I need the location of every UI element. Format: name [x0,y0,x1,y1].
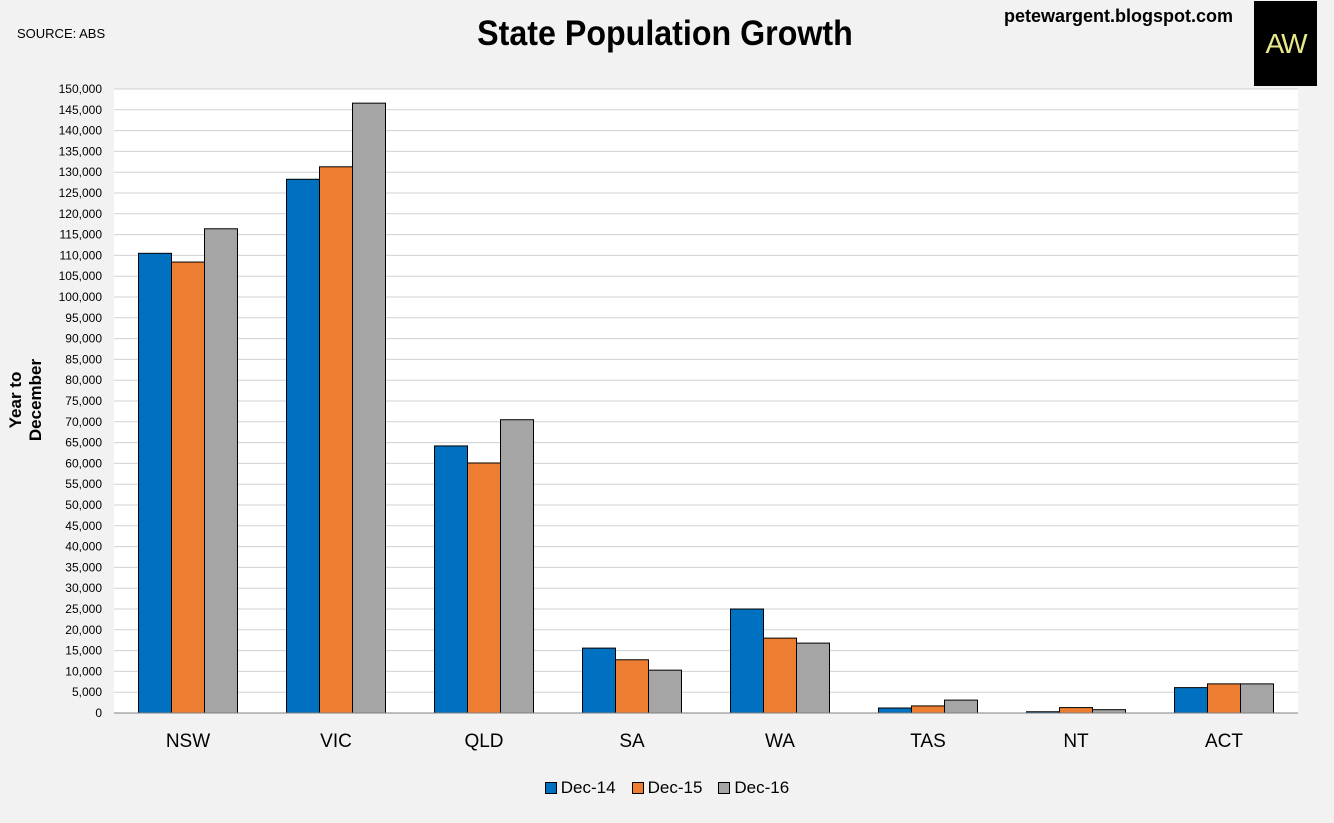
x-tick-label-vic: VIC [320,731,352,752]
y-tick-label: 0 [95,706,102,720]
blog-url[interactable]: petewargent.blogspot.com [1004,6,1234,26]
y-tick-label: 65,000 [65,436,102,450]
legend-item-dec-15: Dec-15 [631,778,703,798]
bar-tas-dec-16 [944,699,978,714]
x-tick-labels: NSW VIC QLD SA WA TAS NT ACT [166,731,1244,752]
bar-nt-dec-15 [1059,707,1093,714]
y-tick-label: 60,000 [65,456,102,470]
y-tick-label: 25,000 [65,602,102,616]
y-tick-label: 120,000 [59,207,103,221]
y-tick-label: 20,000 [65,623,102,637]
x-tick-label-nt: NT [1063,731,1089,752]
x-tick-label-act: ACT [1205,731,1243,752]
y-tick-label: 55,000 [65,477,102,491]
bar-tas-dec-15 [911,705,945,714]
y-tick-label: 45,000 [65,519,102,533]
aw-logo: AW [1254,1,1317,86]
y-tick-label: 90,000 [65,332,102,346]
bar-wa-dec-14 [730,608,764,714]
y-tick-label: 145,000 [59,103,103,117]
y-tick-label: 70,000 [65,415,102,429]
bar-sa-dec-14 [582,647,616,714]
source-label: SOURCE: ABS [17,26,106,41]
y-tick-label: 95,000 [65,311,102,325]
legend-label: Dec-15 [647,778,703,797]
bars [138,102,1274,714]
bar-nsw-dec-14 [138,252,172,714]
y-tick-label: 50,000 [65,498,102,512]
y-tick-labels: 0 5,000 10,000 15,000 20,000 25,000 30,000 35,0… [59,82,103,720]
legend: Dec-14 Dec-15 Dec-16 [0,778,1334,798]
y-tick-label: 85,000 [65,352,102,366]
y-tick-label: 115,000 [60,228,103,242]
chart-title: State Population Growth [477,14,853,53]
bar-act-dec-16 [1240,683,1274,714]
y-tick-label: 15,000 [65,644,102,658]
y-tick-label: 100,000 [59,290,103,304]
y-tick-label: 35,000 [65,560,102,574]
legend-swatch [544,782,557,794]
x-tick-label-nsw: NSW [166,731,210,752]
y-tick-label: 30,000 [65,581,102,595]
y-tick-label: 10,000 [65,664,102,678]
x-tick-label-wa: WA [765,731,795,752]
y-tick-label: 135,000 [59,144,103,158]
bar-qld-dec-14 [434,445,468,714]
y-tick-label: 125,000 [59,186,103,200]
bar-vic-dec-15 [319,166,353,714]
x-tick-label-tas: TAS [910,731,946,752]
legend-swatch [631,782,644,794]
logo-text: AW [1265,28,1307,59]
y-tick-label: 40,000 [65,540,102,554]
bar-vic-dec-14 [286,178,320,714]
bar-vic-dec-16 [352,102,386,714]
y-tick-label: 75,000 [65,394,102,408]
y-tick-label: 5,000 [72,685,102,699]
legend-swatch [718,782,731,794]
bar-qld-dec-16 [500,419,534,714]
bar-act-dec-14 [1174,687,1208,714]
legend-item-dec-14: Dec-14 [544,778,616,798]
legend-label: Dec-14 [560,778,616,797]
bar-wa-dec-16 [796,642,830,714]
y-tick-label: 110,000 [60,248,103,262]
legend-label: Dec-16 [734,778,790,797]
y-tick-label: 140,000 [59,124,103,138]
legend-item-dec-16: Dec-16 [718,778,789,798]
bar-nsw-dec-16 [204,228,238,714]
x-tick-label-sa: SA [619,731,645,752]
bar-sa-dec-16 [648,669,682,714]
bar-qld-dec-15 [467,462,501,714]
y-tick-label: 80,000 [65,373,102,387]
bar-nsw-dec-15 [171,261,205,714]
y-tick-label: 105,000 [59,269,103,283]
y-tick-label: 130,000 [59,165,103,179]
y-tick-label: 150,000 [59,82,103,96]
bar-tas-dec-14 [878,707,912,714]
bar-wa-dec-15 [763,637,797,714]
bar-sa-dec-15 [615,659,649,714]
x-tick-label-qld: QLD [464,731,503,752]
bar-act-dec-15 [1207,683,1241,714]
